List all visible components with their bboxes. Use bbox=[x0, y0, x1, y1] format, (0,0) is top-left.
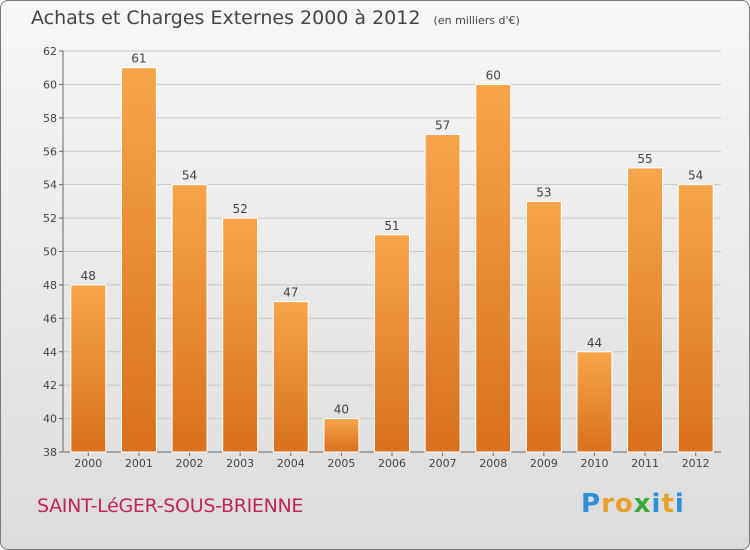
x-tick-label: 2011 bbox=[631, 457, 659, 470]
bar bbox=[223, 218, 258, 452]
y-tick-label: 54 bbox=[43, 179, 57, 192]
bar-value-label: 44 bbox=[587, 336, 602, 350]
y-tick-label: 46 bbox=[43, 312, 57, 325]
x-tick-label: 2003 bbox=[226, 457, 254, 470]
logo-letter: o bbox=[615, 489, 634, 519]
bar-value-label: 61 bbox=[131, 52, 146, 66]
bar bbox=[172, 185, 207, 452]
bar-value-label: 48 bbox=[81, 269, 96, 283]
x-tick-label: 2010 bbox=[580, 457, 608, 470]
logo-letter: i bbox=[652, 489, 662, 519]
bar-value-label: 53 bbox=[536, 185, 551, 199]
y-tick-label: 44 bbox=[43, 346, 57, 359]
y-tick-label: 48 bbox=[43, 279, 57, 292]
bar bbox=[476, 84, 511, 452]
x-tick-label: 2005 bbox=[327, 457, 355, 470]
bar bbox=[678, 185, 713, 452]
bar bbox=[324, 419, 359, 452]
bar bbox=[577, 352, 612, 452]
y-tick-label: 42 bbox=[43, 379, 57, 392]
x-tick-label: 2002 bbox=[176, 457, 204, 470]
x-tick-label: 2006 bbox=[378, 457, 406, 470]
y-tick-label: 62 bbox=[43, 45, 57, 58]
bar bbox=[375, 235, 410, 452]
x-tick-label: 2004 bbox=[277, 457, 305, 470]
y-tick-label: 52 bbox=[43, 212, 57, 225]
bar-value-label: 60 bbox=[486, 68, 501, 82]
y-tick-label: 60 bbox=[43, 78, 57, 91]
bar-value-label: 51 bbox=[384, 219, 399, 233]
y-tick-label: 50 bbox=[43, 246, 57, 259]
bar-value-label: 47 bbox=[283, 286, 298, 300]
proxiti-logo: Proxiti bbox=[581, 489, 685, 519]
logo-letter: r bbox=[601, 489, 615, 519]
bar bbox=[71, 285, 106, 452]
bar-value-label: 40 bbox=[334, 403, 349, 417]
x-tick-label: 2000 bbox=[74, 457, 102, 470]
bar-value-label: 54 bbox=[182, 169, 197, 183]
x-tick-label: 2009 bbox=[530, 457, 558, 470]
logo-letter: P bbox=[581, 489, 601, 519]
bar bbox=[425, 135, 460, 452]
commune-name: SAINT-LéGER-SOUS-BRIENNE bbox=[37, 495, 303, 517]
x-tick-label: 2001 bbox=[125, 457, 153, 470]
bar bbox=[121, 68, 156, 452]
bar bbox=[273, 302, 308, 452]
x-tick-label: 2008 bbox=[479, 457, 507, 470]
x-tick-label: 2007 bbox=[429, 457, 457, 470]
y-tick-label: 38 bbox=[43, 446, 57, 459]
bar-value-label: 57 bbox=[435, 119, 450, 133]
y-tick-label: 56 bbox=[43, 145, 57, 158]
bar bbox=[628, 168, 663, 452]
y-tick-label: 40 bbox=[43, 413, 57, 426]
logo-letter: i bbox=[675, 489, 685, 519]
bar bbox=[526, 201, 561, 452]
logo-letter: x bbox=[634, 489, 652, 519]
x-tick-label: 2012 bbox=[682, 457, 710, 470]
y-tick-label: 58 bbox=[43, 112, 57, 125]
logo-letter: t bbox=[661, 489, 674, 519]
bar-value-label: 55 bbox=[637, 152, 652, 166]
bar-value-label: 54 bbox=[688, 169, 703, 183]
bar-value-label: 52 bbox=[233, 202, 248, 216]
bars bbox=[71, 68, 713, 452]
